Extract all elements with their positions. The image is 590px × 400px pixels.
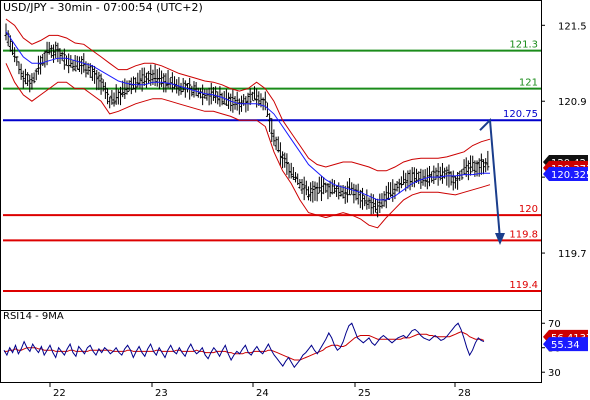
bollinger-lower-line [5, 63, 491, 229]
x-tick-label-24: 24 [256, 388, 269, 399]
rsi-panel-title: RSI14 - 9MA [3, 311, 64, 322]
x-tick-label-22: 22 [53, 388, 66, 399]
level-label-121.3: 121.3 [509, 40, 538, 51]
rsi-y-tick-label-70: 70 [548, 319, 561, 330]
price-y-tick-label-119.7: 119.7 [558, 249, 587, 260]
rsi-tag-label-rsi: 55.34 [551, 340, 580, 351]
projection-arrowhead [495, 232, 505, 245]
rsi-line [3, 322, 485, 369]
level-label-119.8: 119.8 [509, 229, 538, 240]
x-tick-label-23: 23 [155, 388, 168, 399]
x-tick-label-25: 25 [358, 388, 371, 399]
rsi-panel-frame [0, 310, 542, 383]
rsi-tag-rsi [543, 337, 588, 352]
price-panel-frame [0, 0, 542, 311]
level-label-121: 121 [519, 78, 538, 89]
moving-average-line [5, 31, 490, 201]
price-y-tick-label-121.5: 121.5 [558, 21, 587, 32]
rsi-y-tick-label-30: 30 [548, 368, 561, 379]
chart-title: USD/JPY - 30min - 07:00:54 (UTC+2) [3, 1, 203, 14]
x-tick-label-28: 28 [458, 388, 471, 399]
rsi-ma-line [4, 331, 485, 361]
level-label-120.75: 120.75 [503, 109, 538, 120]
price-y-tick-label-120.9: 120.9 [558, 97, 587, 108]
price-tag-label-ma: 120.325 [551, 170, 590, 181]
price-tag-ma [543, 166, 588, 181]
bollinger-upper-line [5, 18, 491, 172]
projection-arrow-line [479, 117, 501, 240]
level-label-120: 120 [519, 204, 538, 215]
level-label-119.4: 119.4 [509, 280, 538, 291]
